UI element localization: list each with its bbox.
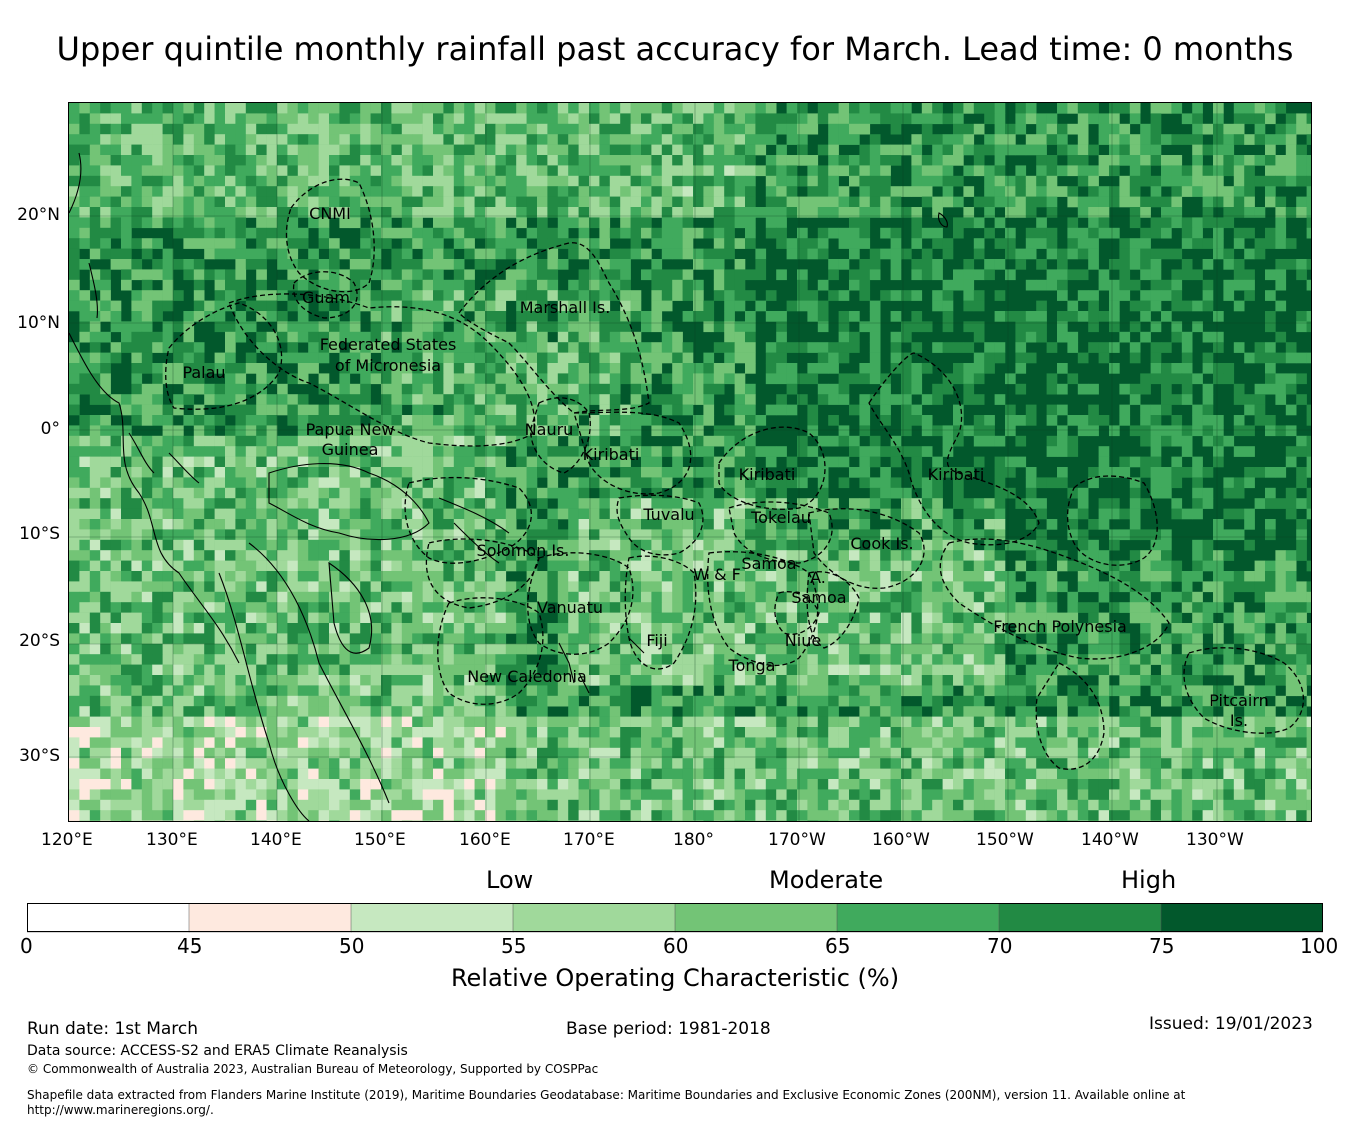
country-label: Cook Is. bbox=[850, 534, 913, 553]
country-labels: CNMI Guam Marshall Is. Palau Federated S… bbox=[182, 204, 1268, 730]
country-label: French Polynesia bbox=[993, 617, 1127, 636]
roc-map: CNMI Guam Marshall Is. Palau Federated S… bbox=[68, 102, 1312, 822]
shapefile-credit: Shapefile data extracted from Flanders M… bbox=[27, 1088, 1186, 1102]
country-label: Samoa bbox=[791, 588, 846, 607]
eez-boundaries bbox=[165, 178, 1305, 770]
colorbar-segment bbox=[512, 902, 676, 933]
lat-tick: 10°N bbox=[17, 313, 60, 333]
colorbar-segment bbox=[1160, 902, 1324, 933]
colorbar-tick: 100 bbox=[1300, 934, 1339, 958]
data-source: Data source: ACCESS-S2 and ERA5 Climate … bbox=[27, 1043, 408, 1059]
issued-date: Issued: 19/01/2023 bbox=[1149, 1014, 1313, 1034]
country-label: Is. bbox=[1230, 711, 1248, 730]
country-label: Palau bbox=[182, 363, 225, 382]
colorbar-segment bbox=[836, 902, 1000, 933]
category-moderate: Moderate bbox=[769, 866, 884, 894]
colorbar-tick: 60 bbox=[663, 934, 689, 958]
country-label: Tuvalu bbox=[642, 505, 694, 524]
country-label: Guinea bbox=[322, 440, 379, 459]
colorbar-tick: 0 bbox=[20, 934, 33, 958]
colorbar-tick: 75 bbox=[1149, 934, 1175, 958]
lon-tick: 160°W bbox=[872, 830, 930, 850]
country-label: Vanuatu bbox=[537, 598, 603, 617]
country-label: Marshall Is. bbox=[520, 298, 611, 317]
roc-grid-cells bbox=[69, 103, 1311, 821]
country-label: Papua New bbox=[306, 420, 395, 439]
country-label: Kiribati bbox=[739, 465, 796, 484]
category-low: Low bbox=[486, 866, 534, 894]
lon-tick: 170°W bbox=[768, 830, 826, 850]
lon-tick: 140°E bbox=[250, 830, 302, 850]
category-high: High bbox=[1121, 866, 1177, 894]
country-label: Niue bbox=[785, 631, 821, 650]
colorbar-segment bbox=[674, 902, 838, 933]
run-date: Run date: 1st March bbox=[27, 1019, 199, 1039]
graticule bbox=[69, 103, 1311, 821]
colorbar-tick: 50 bbox=[339, 934, 365, 958]
colorbar-tick: 70 bbox=[987, 934, 1013, 958]
lon-tick: 160°E bbox=[459, 830, 511, 850]
lon-tick: 140°W bbox=[1081, 830, 1139, 850]
lat-tick: 0° bbox=[40, 419, 60, 439]
country-label: of Micronesia bbox=[335, 356, 441, 375]
map-title: Upper quintile monthly rainfall past acc… bbox=[56, 30, 1294, 68]
country-label: W & F bbox=[693, 565, 741, 584]
colorbar-segment bbox=[26, 902, 190, 933]
country-label: Tokelau bbox=[750, 508, 811, 527]
colorbar-segment bbox=[188, 902, 352, 933]
lon-tick: 180° bbox=[673, 830, 714, 850]
lon-tick: 130°W bbox=[1186, 830, 1244, 850]
country-label: Nauru bbox=[525, 420, 574, 439]
colorbar-segment bbox=[998, 902, 1162, 933]
colorbar-tick: 55 bbox=[501, 934, 527, 958]
country-label: New Caledonia bbox=[467, 667, 587, 686]
country-label: Guam bbox=[302, 288, 350, 307]
coastlines bbox=[69, 152, 948, 821]
lon-tick: 130°E bbox=[146, 830, 198, 850]
lon-tick: 120°E bbox=[41, 830, 93, 850]
colorbar-svg bbox=[26, 902, 1324, 933]
colorbar bbox=[26, 902, 1324, 933]
map-svg: CNMI Guam Marshall Is. Palau Federated S… bbox=[69, 103, 1311, 821]
base-period: Base period: 1981-2018 bbox=[566, 1019, 771, 1039]
country-label: Kiribati bbox=[583, 445, 640, 464]
lat-tick: 20°N bbox=[17, 205, 60, 225]
lat-tick: 30°S bbox=[19, 746, 60, 766]
lat-tick: 10°S bbox=[19, 524, 60, 544]
lon-tick: 150°W bbox=[976, 830, 1034, 850]
country-label: Solomon Is. bbox=[477, 541, 570, 560]
country-label: Federated States bbox=[320, 335, 457, 354]
lon-tick: 170°E bbox=[563, 830, 615, 850]
colorbar-segment bbox=[350, 902, 514, 933]
copyright: © Commonwealth of Australia 2023, Austra… bbox=[27, 1062, 599, 1076]
country-label: A. bbox=[810, 568, 826, 587]
shapefile-url: http://www.marineregions.org/. bbox=[27, 1103, 214, 1117]
colorbar-tick: 45 bbox=[177, 934, 203, 958]
country-label: Pitcairn bbox=[1209, 691, 1269, 710]
country-label: Fiji bbox=[646, 631, 667, 650]
colorbar-tick: 65 bbox=[825, 934, 851, 958]
colorbar-title: Relative Operating Characteristic (%) bbox=[450, 964, 900, 992]
lon-tick: 150°E bbox=[354, 830, 406, 850]
country-label: Tonga bbox=[728, 656, 776, 675]
country-label: Kiribati bbox=[928, 465, 985, 484]
country-label: CNMI bbox=[309, 204, 351, 223]
lat-tick: 20°S bbox=[19, 631, 60, 651]
country-label: Samoa bbox=[741, 554, 796, 573]
